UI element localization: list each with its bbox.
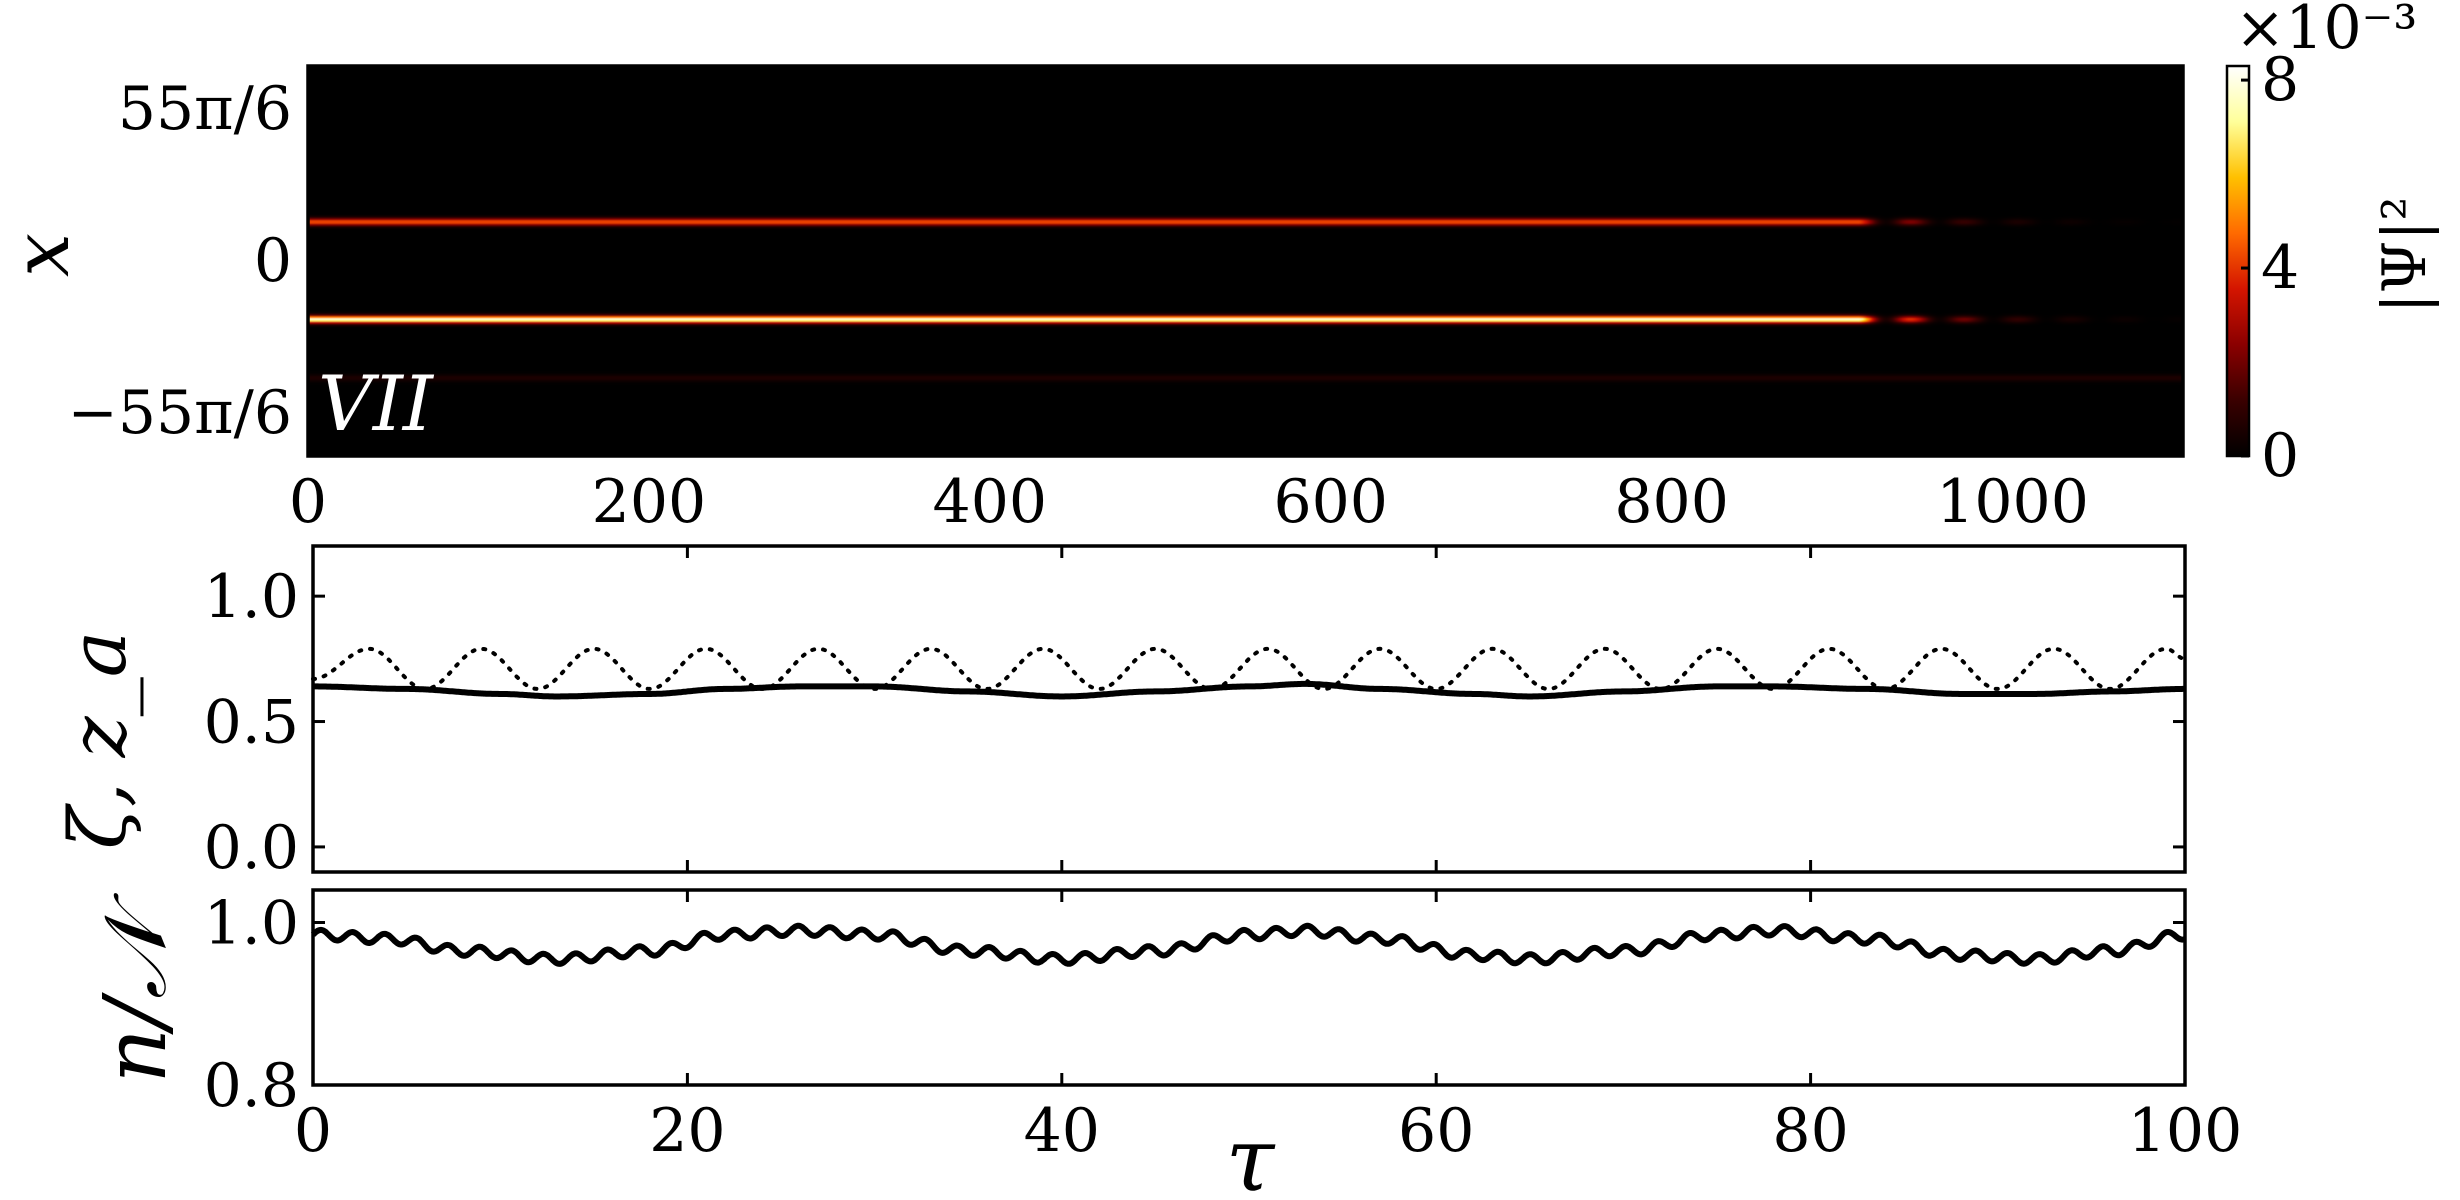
density-y-ticks: 0.8 1.0 <box>204 889 2185 1121</box>
density-panel: 0 20 40 60 80 100 0.8 1.0 n/𝒩 τ <box>86 888 2242 1200</box>
density-series <box>310 922 2187 967</box>
colorbar-frame <box>2225 64 2251 458</box>
zeta-y-ticks: 0.0 0.5 1.0 <box>204 562 2185 883</box>
density-x-tick-label: 80 <box>1772 1096 1848 1166</box>
colorbar-tick-label: 8 <box>2261 45 2299 115</box>
heatmap-x-tick-label: 400 <box>933 467 1048 537</box>
colorbar-scale-label: ×10⁻³ <box>2235 0 2417 63</box>
zeta-y-axis-label: ζ, z_a <box>54 631 144 849</box>
colorbar: 0 4 8 |Ψ|² ×10⁻³ <box>2225 0 2440 491</box>
heatmap-image <box>308 66 2183 456</box>
heatmap-y-tick-label: 0 <box>254 226 292 296</box>
heatmap-y-tick-label: 55π/6 <box>118 74 292 144</box>
density-x-tick-label: 0 <box>294 1096 332 1166</box>
density-series-line <box>310 922 2187 967</box>
zeta-series <box>311 646 2187 700</box>
heatmap-x-ticks: 0 200 400 600 800 1000 <box>289 444 2089 537</box>
colorbar-ticks: 0 4 8 <box>2241 45 2299 491</box>
colorbar-gradient <box>2227 66 2249 456</box>
zeta-y-tick-label: 0.0 <box>204 813 299 883</box>
zeta-y-tick-label: 0.5 <box>204 688 299 758</box>
density-x-ticks: 0 20 40 60 80 100 <box>294 890 2242 1166</box>
zeta-frame <box>311 544 2187 874</box>
density-x-tick-label: 40 <box>1024 1096 1100 1166</box>
heatmap-y-ticks: −55π/6 0 55π/6 <box>68 74 320 448</box>
heatmap-x-tick-label: 800 <box>1614 467 1729 537</box>
heatmap-x-tick-label: 1000 <box>1936 467 2089 537</box>
density-y-axis-label: n/𝒩 <box>86 892 186 1083</box>
heatmap-x-tick-label: 200 <box>592 467 707 537</box>
x-axis-label-tau: τ <box>1226 1108 1276 1200</box>
density-y-tick-label: 1.0 <box>204 889 299 959</box>
zeta-y-tick-label: 1.0 <box>204 562 299 632</box>
colorbar-tick-label: 0 <box>2261 421 2299 491</box>
zeta-panel: 0.0 0.5 1.0 ζ, z_a <box>54 544 2187 883</box>
density-frame <box>311 888 2187 1087</box>
zeta-series-line <box>311 646 2187 691</box>
density-y-tick-label: 0.8 <box>204 1051 299 1121</box>
colorbar-label: |Ψ|² <box>2370 196 2440 313</box>
heatmap-y-tick-label: −55π/6 <box>68 378 292 448</box>
zeta-x-ticks <box>311 546 2187 872</box>
panel-label: VII <box>318 359 435 448</box>
colorbar-tick-label: 4 <box>2261 233 2299 303</box>
heatmap-x-tick-label: 0 <box>289 467 327 537</box>
density-x-tick-label: 60 <box>1398 1096 1474 1166</box>
heatmap-x-tick-label: 600 <box>1273 467 1388 537</box>
heatmap-y-axis-label: x <box>0 233 87 277</box>
density-x-tick-label: 100 <box>2128 1096 2243 1166</box>
zeta-series-line <box>311 680 2187 700</box>
density-x-tick-label: 20 <box>649 1096 725 1166</box>
heatmap-panel: 0 200 400 600 800 1000 −55π/6 0 55π/6 x VII <box>0 64 2185 537</box>
